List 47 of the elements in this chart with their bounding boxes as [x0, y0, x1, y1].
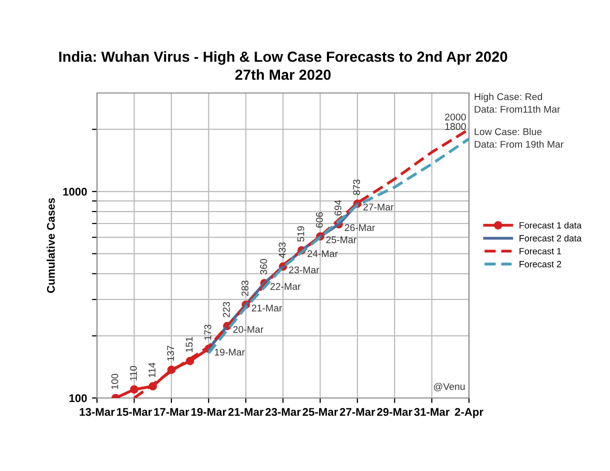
data-label: 433 [278, 242, 286, 258]
x-tick-label: 31-Mar [414, 408, 450, 416]
x-tick-label: 17-Mar [154, 408, 190, 416]
data-label: 519 [297, 226, 304, 242]
data-label: 110 [130, 366, 137, 380]
annotation: 20-Mar [233, 326, 264, 333]
data-label: 283 [242, 280, 248, 296]
x-tick-label: 27-Mar [340, 408, 376, 416]
x-tick-label: 23-Mar [265, 408, 301, 416]
data-label: 694 [334, 200, 342, 216]
data-label: 114 [148, 362, 156, 378]
annotation: 23-Mar [289, 266, 320, 274]
annotation: 19-Mar [214, 348, 245, 356]
legend-label: Forecast 2 data [520, 234, 582, 242]
x-tick-label: 15-Mar [116, 408, 152, 416]
data-label: 606 [316, 212, 323, 228]
legend-label: Forecast 1 data [520, 222, 582, 229]
annotation: 25-Mar [326, 236, 356, 244]
annotation: 22-Mar [270, 283, 301, 290]
x-tick-label: 19-Mar [191, 408, 226, 416]
text: Low Case: Blue Data: From 19th Mar [474, 128, 564, 148]
data-label: 137 [167, 346, 174, 361]
data-label: 873 [353, 180, 360, 195]
data-label: 151 [186, 336, 193, 352]
legend-label: Forecast 2 [520, 260, 562, 268]
annotation: 1800 [445, 123, 466, 130]
annotation: 26-Mar [344, 224, 375, 232]
chart-title: India: Wuhan Virus - High & Low Case Forecasts to 2nd Apr 2020 [59, 51, 508, 65]
data-label: 360 [260, 258, 268, 274]
x-tick-label: 2-Apr [454, 408, 484, 418]
annotation: 27-Mar [363, 204, 394, 210]
annotation: 2000 [445, 114, 466, 120]
legend-label: Forecast 1 [520, 248, 562, 254]
x-tick-label: 13-Mar [80, 408, 115, 416]
chart-subtitle: 27th Mar 2020 [235, 69, 331, 80]
x-tick-label: 21-Mar [228, 408, 264, 416]
annotation: 21-Mar [252, 304, 282, 312]
x-tick-label: 29-Mar [377, 408, 412, 416]
text: High Case: Red Data: From11th Mar [474, 93, 560, 113]
annotation: @Venu [434, 382, 465, 392]
x-tick-label: 25-Mar [302, 408, 338, 416]
data-label: 173 [204, 324, 212, 340]
y-tick-label: 1000 [63, 188, 87, 196]
y-axis-title: Cumulative Cases [46, 198, 55, 293]
annotation: 24-Mar [308, 250, 338, 258]
data-label: 100 [111, 374, 118, 389]
data-label: 223 [222, 302, 230, 318]
